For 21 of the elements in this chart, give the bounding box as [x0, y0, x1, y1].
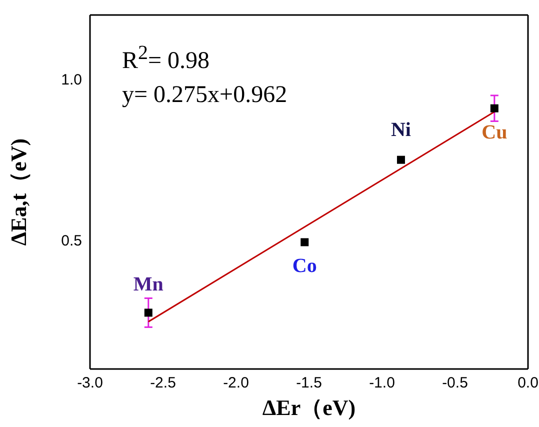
y-tick-label: 0.5 [61, 232, 82, 250]
y-tick-label: 1.0 [61, 72, 82, 89]
annotation: y= 0.275x+0.962 [122, 81, 288, 110]
point [144, 308, 152, 317]
annotation: R$^{2}$= 0.98 [122, 41, 211, 76]
x-tick-label: -0.5 [442, 374, 468, 392]
x-tick-label: 0.0 [518, 374, 538, 392]
x-tick-label: -2.0 [223, 374, 249, 392]
x-tick-label: -3.0 [77, 374, 103, 392]
x-tick-label: -2.5 [150, 374, 176, 392]
point [300, 238, 309, 246]
annotation: Mn [133, 274, 164, 296]
point [490, 104, 498, 112]
x-tick-label: -1.5 [296, 374, 322, 392]
annotation: Ni [390, 118, 412, 141]
point [396, 156, 405, 164]
x-tick-label: -1.0 [369, 374, 395, 392]
y-axis-title: ΔEa,t（eV) [6, 138, 31, 246]
x-axis-title: ΔEr（eV) [262, 395, 356, 420]
annotation: Co [292, 255, 317, 278]
annotation: Cu [482, 121, 508, 144]
